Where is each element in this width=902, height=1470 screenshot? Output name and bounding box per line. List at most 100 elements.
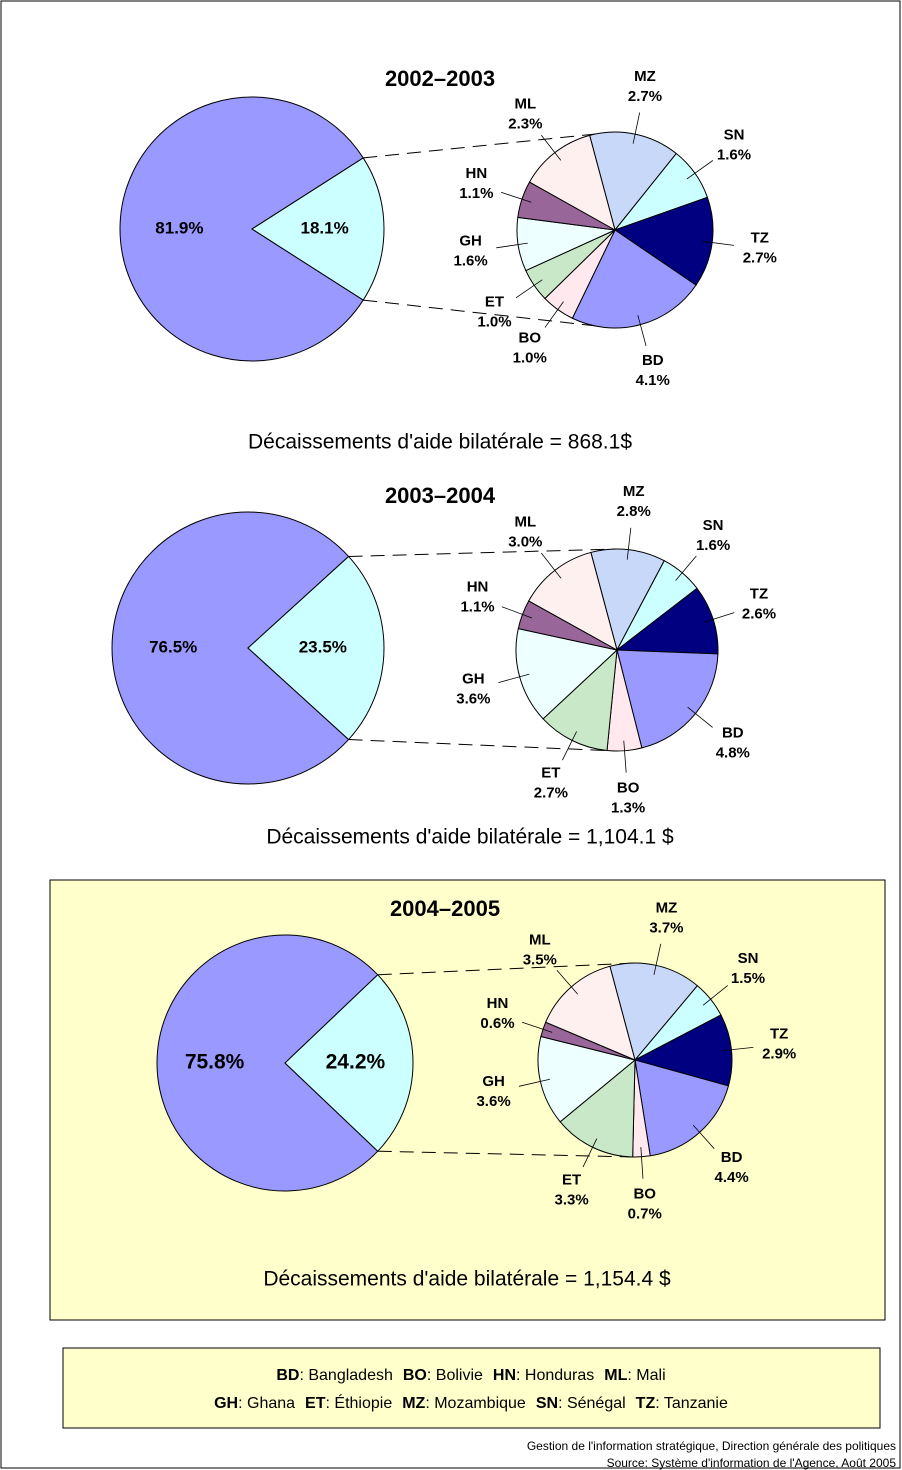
detail-category-label: SN: [738, 950, 759, 967]
leader-line: [501, 606, 533, 619]
legend-row: GH: Ghana ET: Éthiopie MZ: Mozambique SN: S…: [214, 1393, 728, 1412]
chart-caption: Décaissements d'aide bilatérale = 1,154.…: [263, 1268, 671, 1291]
detail-value-label: 2.6%: [742, 606, 776, 623]
detail-category-label: MZ: [656, 899, 678, 916]
main-slice: [247, 555, 385, 741]
detail-value-label: 1.0%: [513, 350, 547, 367]
detail-value-label: 3.3%: [555, 1191, 589, 1208]
chart-caption: Décaissements d'aide bilatérale = 1,104.…: [266, 826, 674, 849]
detail-value-label: 4.4%: [715, 1169, 749, 1186]
leader-line: [623, 740, 627, 773]
footer-line: Source: Système d'information de l'Agenc…: [607, 1456, 897, 1470]
detail-value-label: 2.9%: [762, 1046, 796, 1063]
leader-line: [544, 301, 564, 328]
connector: [363, 131, 616, 159]
detail-category-label: GH: [462, 670, 485, 687]
detail-category-label: BO: [617, 780, 640, 797]
legend-code: BD: [276, 1367, 299, 1384]
detail-category-label: TZ: [751, 230, 769, 247]
detail-value-label: 2.8%: [617, 503, 651, 520]
legend-row: BD: Bangladesh BO: Bolivie HN: Honduras ML:…: [276, 1367, 665, 1384]
detail-category-label: SN: [724, 126, 745, 143]
leader-line: [632, 112, 641, 144]
legend-code: ML: [604, 1367, 627, 1384]
detail-value-label: 3.7%: [649, 919, 683, 936]
detail-category-label: GH: [482, 1073, 505, 1090]
legend-text: : Tanzanie: [655, 1395, 728, 1412]
legend-code: ET: [305, 1395, 326, 1412]
leader-line: [702, 240, 735, 246]
detail-category-label: HN: [487, 995, 509, 1012]
connector: [348, 739, 618, 752]
legend-code: GH: [214, 1395, 238, 1412]
detail-category-label: BO: [633, 1186, 656, 1203]
leader-line: [686, 160, 714, 180]
connector: [348, 548, 618, 557]
footer-line: Gestion de l'information stratégique, Di…: [527, 1439, 896, 1453]
detail-value-label: 0.7%: [628, 1206, 662, 1223]
chart-title: 2003–2004: [385, 483, 496, 508]
legend-box: [62, 1347, 881, 1429]
main-slice: [111, 511, 350, 785]
main-slice: [119, 96, 364, 362]
legend-code: HN: [493, 1367, 516, 1384]
detail-category-label: BD: [721, 1149, 743, 1166]
leader-line: [721, 1047, 754, 1052]
chart-title: 2004–2005: [390, 896, 500, 921]
detail-value-label: 1.6%: [696, 537, 730, 554]
main-slice: [251, 157, 385, 301]
legend-text: : Honduras: [516, 1367, 594, 1384]
detail-value-label: 2.7%: [743, 250, 777, 267]
leader-line: [498, 673, 530, 684]
detail-value-label: 4.1%: [636, 372, 670, 389]
connector: [363, 299, 616, 329]
leader-line: [637, 315, 647, 347]
detail-category-label: MZ: [634, 68, 656, 85]
detail-category-label: GH: [459, 233, 482, 250]
detail-category-label: ML: [514, 514, 536, 531]
legend-text: : Bolivie: [427, 1367, 483, 1384]
leader-line: [703, 612, 735, 623]
detail-value-label: 4.8%: [716, 745, 750, 762]
detail-value-label: 1.0%: [477, 313, 511, 330]
leader-line: [687, 706, 713, 728]
legend-code: SN: [536, 1395, 558, 1412]
detail-value-label: 1.5%: [731, 970, 765, 987]
leader-line: [640, 1147, 644, 1179]
detail-category-label: BD: [642, 352, 664, 369]
detail-value-label: 2.3%: [508, 116, 542, 133]
detail-value-label: 1.3%: [611, 800, 645, 817]
leader-line: [541, 135, 562, 161]
detail-category-label: ML: [529, 932, 551, 949]
detail-category-label: HN: [467, 579, 489, 596]
main-value-label: 23.5%: [299, 637, 347, 656]
main-value-label: 75.8%: [185, 1051, 245, 1074]
legend-text: : Sénégal: [558, 1395, 626, 1412]
detail-value-label: 2.7%: [534, 784, 568, 801]
legend-text: : Mozambique: [425, 1395, 526, 1412]
leader-line: [556, 969, 578, 995]
main-value-label: 24.2%: [326, 1051, 386, 1074]
leader-line: [500, 191, 532, 203]
detail-value-label: 1.6%: [717, 146, 751, 163]
legend-text: : Mali: [627, 1367, 665, 1384]
detail-category-label: BD: [722, 725, 744, 742]
chart-caption: Décaissements d'aide bilatérale = 868.1$: [248, 431, 632, 454]
leader-line: [522, 1021, 553, 1033]
detail-value-label: 1.6%: [454, 253, 488, 270]
leader-line: [702, 985, 728, 1006]
leader-line: [675, 555, 697, 581]
legend-code: TZ: [636, 1395, 656, 1412]
legend-text: : Éthiopie: [326, 1393, 393, 1412]
detail-category-label: ET: [485, 293, 504, 310]
main-slice: [284, 974, 414, 1152]
main-value-label: 76.5%: [149, 637, 197, 656]
leader-line: [692, 1124, 715, 1150]
detail-value-label: 3.6%: [476, 1093, 510, 1110]
detail-category-label: TZ: [750, 586, 768, 603]
detail-category-label: MZ: [623, 483, 645, 500]
detail-value-label: 2.7%: [628, 88, 662, 105]
legend-text: : Ghana: [238, 1395, 295, 1412]
detail-category-label: HN: [466, 165, 488, 182]
